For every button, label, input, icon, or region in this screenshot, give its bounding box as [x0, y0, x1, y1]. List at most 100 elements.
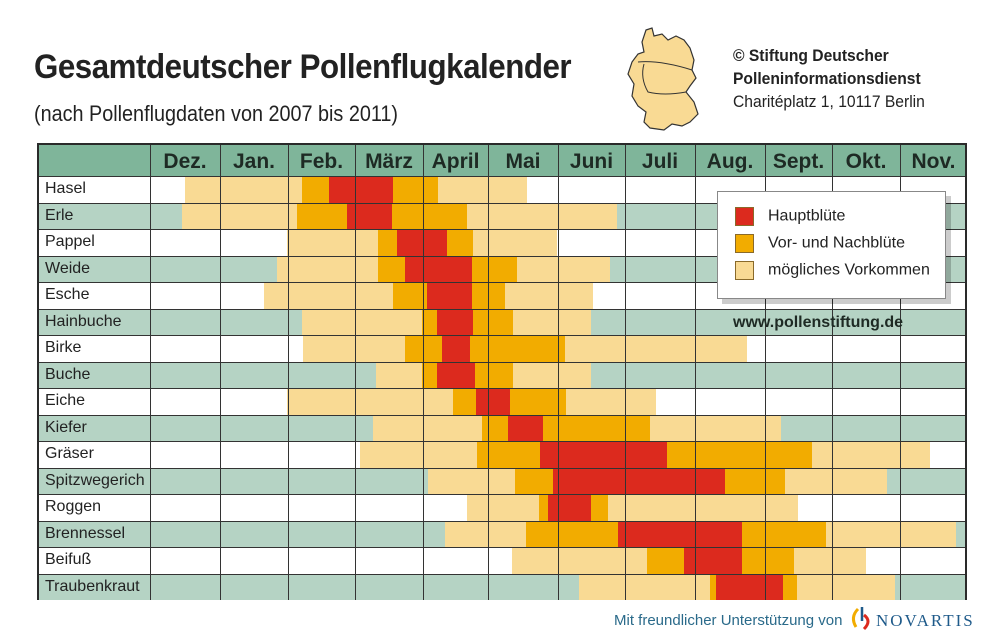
bloom-segment-main — [437, 361, 475, 388]
bloom-segment-pre — [646, 547, 684, 574]
legend-item-main: Hauptblüte — [735, 207, 845, 227]
bloom-segment-light — [578, 573, 710, 600]
bloom-segment-pre — [475, 361, 514, 388]
bloom-segment-light — [428, 467, 516, 494]
bloom-segment-light — [445, 520, 526, 547]
pollen-label: Weide — [45, 259, 91, 277]
row-divider — [39, 547, 965, 548]
credit-block: © Stiftung Deutscher Polleninformationsd… — [733, 44, 925, 113]
pollen-label: Eiche — [45, 392, 86, 409]
bloom-segment-main — [328, 176, 394, 203]
header-divider — [39, 176, 965, 177]
bloom-segment-pre — [378, 255, 406, 282]
month-label: Aug. — [706, 150, 754, 173]
bloom-segment-pre — [667, 441, 812, 468]
bloom-segment-main — [683, 547, 742, 574]
bloom-segment-light — [513, 361, 591, 388]
row-divider — [39, 573, 965, 575]
legend-label: mögliches Vorkommen — [768, 261, 930, 279]
row-divider — [39, 520, 965, 522]
bloom-segment-pre — [590, 494, 608, 521]
bloom-segment-main — [508, 414, 544, 441]
bloom-segment-pre — [422, 308, 438, 335]
bloom-segment-main — [618, 520, 742, 547]
row-divider — [39, 414, 965, 416]
bloom-segment-main — [553, 467, 726, 494]
legend-swatch-main — [735, 207, 754, 226]
bloom-segment-light — [182, 202, 297, 229]
bloom-segment-light — [437, 176, 528, 203]
bloom-segment-main — [426, 282, 472, 309]
bloom-segment-light — [376, 361, 423, 388]
bloom-segment-pre — [391, 202, 468, 229]
bloom-segment-light — [513, 308, 591, 335]
bloom-segment-main — [346, 202, 392, 229]
bloom-segment-main — [539, 441, 667, 468]
bloom-segment-pre — [709, 573, 716, 600]
row-divider — [39, 282, 965, 283]
row-divider — [39, 255, 965, 257]
pollen-label: Gräser — [45, 445, 94, 462]
bloom-segment-main — [441, 335, 470, 362]
month-gridline — [288, 145, 289, 600]
credit-line2: Polleninformationsdienst — [733, 69, 921, 88]
bloom-segment-main — [405, 255, 472, 282]
bloom-segment-light — [811, 441, 931, 468]
month-gridline — [625, 145, 626, 600]
pollen-calendar-chart: Dez. Jan. Feb. März April Mai Juni Juli Aug. Sept… — [37, 143, 967, 600]
bloom-segment-pre — [452, 388, 477, 415]
pollen-label: Hainbuche — [45, 312, 122, 330]
bloom-segment-light — [467, 494, 540, 521]
month-gridline — [900, 145, 901, 600]
month-gridline — [558, 145, 559, 600]
page-title: Gesamtdeutscher Pollenflugkalender — [34, 48, 572, 86]
bloom-segment-pre — [473, 308, 514, 335]
bloom-segment-pre — [471, 255, 517, 282]
month-gridline — [765, 145, 766, 600]
bloom-segment-light — [185, 176, 303, 203]
month-label: März — [365, 150, 413, 173]
legend-label: Hauptblüte — [768, 207, 846, 225]
pollen-label: Hasel — [45, 180, 86, 197]
bloom-segment-pre — [525, 520, 619, 547]
pollen-label: Esche — [45, 286, 90, 303]
novartis-logo-icon — [851, 607, 870, 631]
row-divider — [39, 202, 965, 204]
legend-swatch-light — [735, 261, 754, 280]
legend-label: Vor- und Nachblüte — [768, 234, 905, 252]
bloom-segment-pre — [393, 282, 427, 309]
bloom-segment-pre — [725, 467, 786, 494]
row-divider — [39, 388, 965, 389]
header-row — [39, 145, 965, 178]
month-gridline — [488, 145, 489, 600]
pollen-label: Erle — [45, 206, 74, 224]
bloom-segment-light — [504, 282, 593, 309]
pollen-label: Beifuß — [45, 551, 92, 568]
website-link[interactable]: www.pollenstiftung.de — [733, 314, 904, 331]
bloom-segment-pre — [539, 494, 549, 521]
bloom-segment-light — [797, 573, 896, 600]
bloom-segment-pre — [378, 229, 398, 256]
bloom-segment-pre — [447, 229, 474, 256]
bloom-segment-light — [473, 229, 558, 256]
bloom-segment-pre — [476, 441, 540, 468]
month-label: Nov. — [911, 150, 956, 173]
bloom-segment-main — [397, 229, 448, 256]
legend: Hauptblüte Vor- und Nachblüte mögliches … — [717, 191, 946, 299]
bloom-segment-light — [359, 441, 477, 468]
bloom-segment-pre — [393, 176, 438, 203]
pollen-label: Roggen — [45, 498, 102, 515]
bloom-segment-pre — [509, 388, 567, 415]
pollen-label: Birke — [45, 339, 82, 356]
month-label: Juni — [569, 150, 614, 173]
bloom-segment-light — [511, 547, 647, 574]
bloom-segment-light — [277, 255, 379, 282]
bloom-segment-pre — [469, 335, 565, 362]
bloom-segment-pre — [783, 573, 798, 600]
bloom-segment-light — [302, 335, 406, 362]
pollen-label: Pappel — [45, 233, 95, 250]
legend-item-pre: Vor- und Nachblüte — [735, 234, 905, 254]
bloom-segment-light — [302, 308, 423, 335]
bloom-segment-pre — [422, 361, 438, 388]
bloom-segment-light — [785, 467, 888, 494]
